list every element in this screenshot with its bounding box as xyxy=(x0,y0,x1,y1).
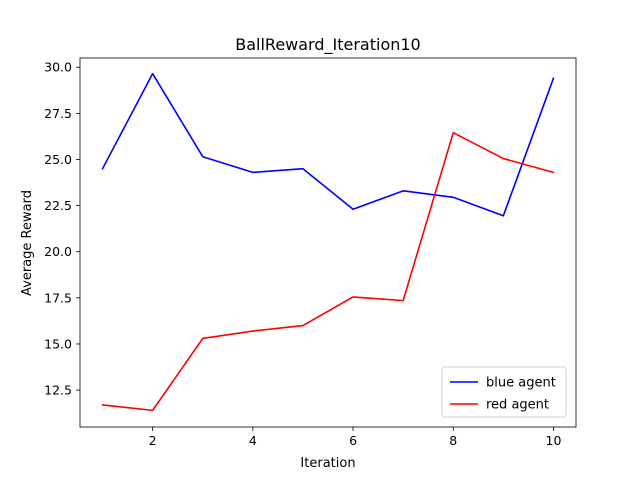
x-tick-label: 4 xyxy=(249,433,257,448)
x-tick-label: 8 xyxy=(449,433,457,448)
y-tick-label: 17.5 xyxy=(44,290,72,305)
x-tick-label: 2 xyxy=(149,433,157,448)
plot-area: 2 4 6 8 10 12.5 15.0 17.5 20.0 22.5 25.0 27.5 30.0 xyxy=(44,57,577,448)
y-tick-label: 15.0 xyxy=(44,336,72,351)
y-axis-label: Average Reward xyxy=(20,190,35,296)
series-line-red-agent xyxy=(101,131,555,412)
legend: blue agent red agent xyxy=(441,366,567,418)
y-tick-label: 22.5 xyxy=(44,198,72,213)
y-tick-label: 25.0 xyxy=(44,152,72,167)
x-tick-label: 6 xyxy=(349,433,357,448)
y-tick-label: 27.5 xyxy=(44,106,72,121)
y-tick-label: 12.5 xyxy=(44,383,72,398)
y-tick-label: 20.0 xyxy=(44,244,72,259)
y-tick-label: 30.0 xyxy=(44,60,72,75)
x-tick-label: 10 xyxy=(546,433,562,448)
legend-label: red agent xyxy=(486,398,549,413)
chart-title: BallReward_Iteration10 xyxy=(235,35,420,55)
legend-label: blue agent xyxy=(486,376,556,391)
axes-frame xyxy=(79,57,577,428)
x-axis-label: Iteration xyxy=(300,456,355,471)
series-line-blue-agent xyxy=(101,72,555,217)
